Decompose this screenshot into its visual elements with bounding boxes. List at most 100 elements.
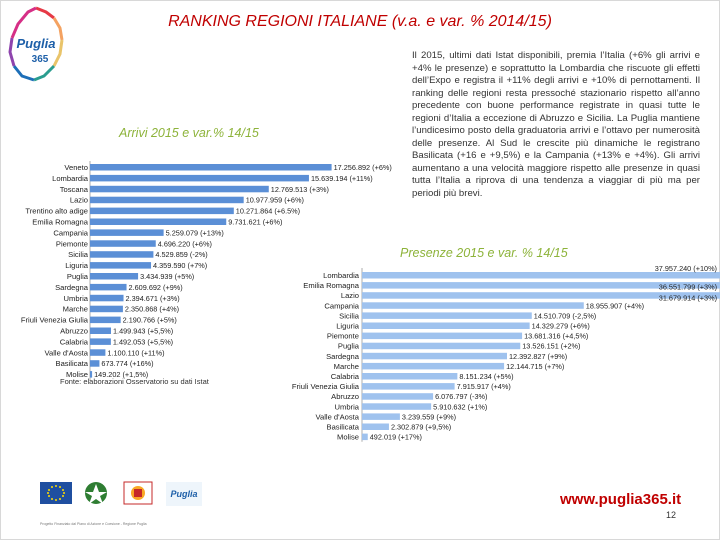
arrivi-data-label: 10.977.959 (+6%) [246, 196, 304, 205]
presenze-chart-title: Presenze 2015 e var. % 14/15 [400, 246, 568, 260]
arrivi-data-label: 4.529.859 (-2%) [155, 250, 207, 259]
arrivi-bar [90, 240, 156, 247]
presenze-bar [362, 413, 400, 420]
arrivi-category-label: Puglia [67, 272, 89, 281]
arrivi-bar [90, 349, 106, 356]
arrivi-data-label: 9.731.621 (+6%) [228, 218, 282, 227]
arrivi-data-label: 149.202 (+1,5%) [94, 370, 148, 379]
italy-emblem-icon [85, 482, 107, 504]
presenze-data-label: 31.679.914 (+3%) [659, 294, 717, 303]
arrivi-category-label: Lazio [70, 196, 88, 205]
footer-logos: Puglia [40, 481, 202, 506]
presenze-data-label: 5.910.632 (+1%) [433, 402, 487, 411]
presenze-bar [362, 383, 455, 390]
presenze-bar [362, 393, 434, 400]
arrivi-bar [90, 218, 227, 225]
arrivi-data-label: 4.696.220 (+6%) [158, 239, 212, 248]
presenze-bar [362, 312, 532, 319]
presenze-category-label: Sardegna [326, 352, 360, 361]
arrivi-bar [90, 262, 152, 269]
presenze-category-label: Valle d'Aosta [315, 412, 359, 421]
presenze-category-label: Lazio [341, 291, 359, 300]
arrivi-bar [90, 294, 124, 302]
arrivi-data-label: 4.359.590 (+7%) [153, 261, 207, 270]
arrivi-bar [90, 196, 244, 204]
arrivi-data-label: 673.774 (+16%) [101, 359, 153, 368]
arrivi-data-label: 1.100.110 (+11%) [107, 348, 164, 357]
puglia365-logo: Puglia 365 [8, 6, 64, 82]
arrivi-category-label: Toscana [60, 185, 89, 194]
page-number: 12 [666, 510, 677, 520]
arrivi-bar [90, 316, 121, 324]
presenze-category-label: Umbria [335, 402, 360, 411]
presenze-bar [362, 373, 458, 380]
arrivi-category-label: Sicilia [68, 250, 89, 259]
presenze-category-label: Abruzzo [331, 392, 359, 401]
arrivi-data-label: 3.434.939 (+5%) [140, 272, 194, 281]
presenze-category-label: Basilicata [327, 423, 360, 432]
arrivi-category-label: Veneto [64, 163, 88, 172]
presenze-data-label: 18.955.907 (+4%) [586, 301, 644, 310]
presenze-data-label: 14.510.709 (-2,5%) [534, 311, 596, 320]
arrivi-category-label: Lombardia [52, 174, 89, 183]
arrivi-data-label: 2.609.692 (+9%) [129, 283, 183, 292]
eu-flag-icon [40, 482, 72, 504]
arrivi-data-label: 1.492.053 (+5,5%) [113, 337, 173, 346]
presenze-bar [362, 302, 584, 309]
arrivi-bar [90, 251, 154, 258]
presenze-data-label: 2.302.879 (+9,5%) [391, 423, 451, 432]
arrivi-category-label: Liguria [65, 261, 89, 270]
arrivi-bar [90, 371, 93, 378]
presenze-category-label: Friuli Venezia Giulia [292, 382, 360, 391]
arrivi-data-label: 12.769.513 (+3%) [271, 185, 329, 194]
arrivi-chart: Veneto 17.256.892 (+6%) Lombardia 15.639.19… [21, 161, 392, 381]
presenze-bar [362, 423, 389, 430]
arrivi-bar [90, 305, 123, 313]
arrivi-bar [90, 174, 309, 182]
arrivi-data-label: 17.256.892 (+6%) [334, 163, 392, 172]
presenze-bar [362, 322, 530, 329]
presenze-data-label: 12.144.715 (+7%) [506, 362, 564, 371]
presenze-data-label: 37.957.240 (+10%) [655, 264, 717, 273]
presenze-data-label: 3.239.559 (+9%) [402, 412, 456, 421]
arrivi-category-label: Calabria [60, 337, 89, 346]
presenze-data-label: 6.076.797 (-3%) [435, 392, 487, 401]
arrivi-data-label: 10.271.864 (+6.5%) [236, 207, 300, 216]
arrivi-bar [90, 273, 139, 280]
source-note: Fonte: elaborazioni Osservatorio su dati… [60, 377, 209, 386]
logo-subtext: 365 [32, 54, 49, 65]
presenze-category-label: Calabria [331, 372, 360, 381]
arrivi-category-label: Trentino alto adige [25, 207, 88, 216]
arrivi-data-label: 1.499.943 (+5,5%) [113, 327, 173, 336]
presenze-chart: Lombardia 37.957.240 (+10%) Emilia Romagna… [292, 264, 720, 442]
arrivi-bar [90, 360, 100, 367]
presenze-bar [362, 272, 720, 279]
puglia-region-icon [123, 481, 153, 505]
arrivi-category-label: Umbria [64, 294, 89, 303]
presenze-bar [362, 342, 521, 350]
website-link[interactable]: www.puglia365.it [560, 491, 682, 508]
presenze-data-label: 492.019 (+17%) [370, 433, 422, 442]
arrivi-category-label: Molise [66, 370, 88, 379]
arrivi-bar [90, 207, 234, 215]
arrivi-data-label: 2.190.766 (+5%) [123, 316, 177, 325]
presenze-data-label: 13.681.316 (+4,5%) [524, 332, 588, 341]
presenze-data-label: 13.526.151 (+2%) [522, 342, 580, 351]
presenze-category-label: Sicilia [339, 311, 360, 320]
arrivi-data-label: 15.639.194 (+11%) [311, 174, 373, 183]
arrivi-bar [90, 185, 269, 193]
presenze-data-label: 8.151.234 (+5%) [459, 372, 513, 381]
presenze-bar [362, 292, 720, 299]
presenze-bar [362, 403, 432, 410]
presenze-data-label: 14.329.279 (+6%) [532, 322, 590, 331]
arrivi-bar [90, 338, 111, 345]
arrivi-category-label: Sardegna [55, 283, 89, 292]
presenze-bar [362, 362, 505, 370]
presenze-category-label: Molise [337, 433, 359, 442]
arrivi-category-label: Friuli Venezia Giulia [21, 316, 89, 325]
arrivi-category-label: Abruzzo [60, 327, 88, 336]
arrivi-bar [90, 283, 127, 291]
arrivi-bar [90, 164, 332, 171]
page-title: RANKING REGIONI ITALIANE (v.a. e var. % … [168, 13, 552, 30]
description-paragraph: Il 2015, ultimi dati Istat disponibili, … [412, 50, 700, 199]
